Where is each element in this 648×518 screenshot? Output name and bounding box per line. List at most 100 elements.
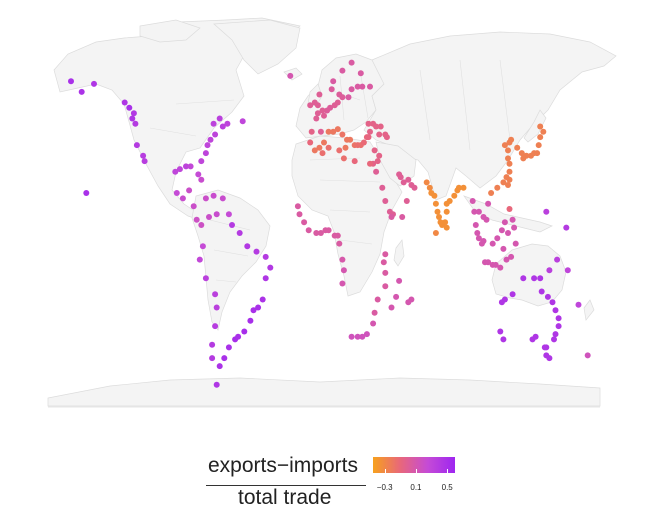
port-point [505,155,511,162]
port-point [202,195,209,202]
port-point [488,190,495,196]
port-point [241,328,248,335]
port-point [213,211,220,218]
port-point [371,147,378,154]
port-point [540,128,547,135]
port-point [339,131,346,138]
port-point [259,296,266,303]
port-point [313,230,320,236]
port-point [501,219,508,226]
port-point [388,304,395,311]
port-point [359,83,366,90]
port-point [512,240,519,247]
port-cluster [287,59,373,146]
port-point [575,301,582,308]
port-point [325,227,332,234]
port-point [399,214,406,220]
port-point [506,176,513,183]
port-point [221,355,228,362]
port-point [68,78,74,85]
port-point [380,259,387,266]
port-point [371,309,378,316]
port-point [219,195,226,202]
port-point [506,168,513,175]
port-point [370,320,377,327]
port-point [367,83,373,90]
port-point [405,176,412,183]
port-point [506,160,513,167]
legend-tick-label: 0.1 [410,483,422,492]
port-point [535,142,542,149]
port-cluster [198,115,246,165]
port-point [179,195,186,202]
port-point [501,142,508,149]
port-point [213,381,220,388]
port-point [301,219,308,226]
port-point [209,355,216,362]
port-point [219,123,226,130]
port-point [509,291,516,298]
port-point [505,147,511,154]
port-point [336,147,343,154]
port-point [543,208,550,215]
port-point [492,261,499,268]
port-point [377,123,384,130]
port-point [212,291,219,298]
port-point [396,277,403,284]
port-point [426,184,433,191]
trade-points-layer [68,59,591,388]
port-point [311,147,318,154]
port-point [376,152,383,159]
port-point [325,144,332,151]
port-point [451,192,458,199]
port-point [497,264,504,271]
border-layer [149,59,511,283]
legend-tick-mark [384,469,386,473]
port-point [307,102,314,109]
port-point [199,243,206,250]
port-point [494,235,501,242]
port-point [363,331,370,338]
port-point [489,240,496,247]
port-point [475,208,482,215]
port-point [210,120,217,127]
port-point [472,222,479,228]
port-cluster [469,198,519,271]
port-point [316,144,323,151]
port-point [475,235,482,242]
port-cluster [68,78,97,196]
port-point [78,88,85,95]
port-point [314,110,321,117]
port-point [500,336,507,343]
port-point [555,315,562,322]
port-point [537,123,544,130]
port-point [206,214,212,220]
port-point [434,208,441,215]
port-point [501,296,508,303]
port-point [296,211,303,218]
port-point [267,264,274,271]
port-point [480,214,487,220]
port-point [339,256,346,263]
port-point [173,190,180,196]
port-cluster [348,214,415,340]
britain-landmass [307,83,323,107]
port-point [325,128,332,135]
map-canvas [47,17,617,408]
port-point [382,198,389,204]
port-point [336,240,343,247]
madagascar-landmass [393,239,405,267]
greenland-landmass [213,19,301,75]
port-point [382,251,389,258]
port-point [202,150,209,157]
port-point [367,128,373,135]
port-point [411,184,418,191]
port-point [133,142,140,149]
port-point [443,224,450,231]
port-point [354,333,361,340]
port-point [253,248,260,255]
port-point [367,160,373,167]
port-point [348,86,355,93]
port-point [195,171,202,178]
port-cluster [294,203,347,287]
